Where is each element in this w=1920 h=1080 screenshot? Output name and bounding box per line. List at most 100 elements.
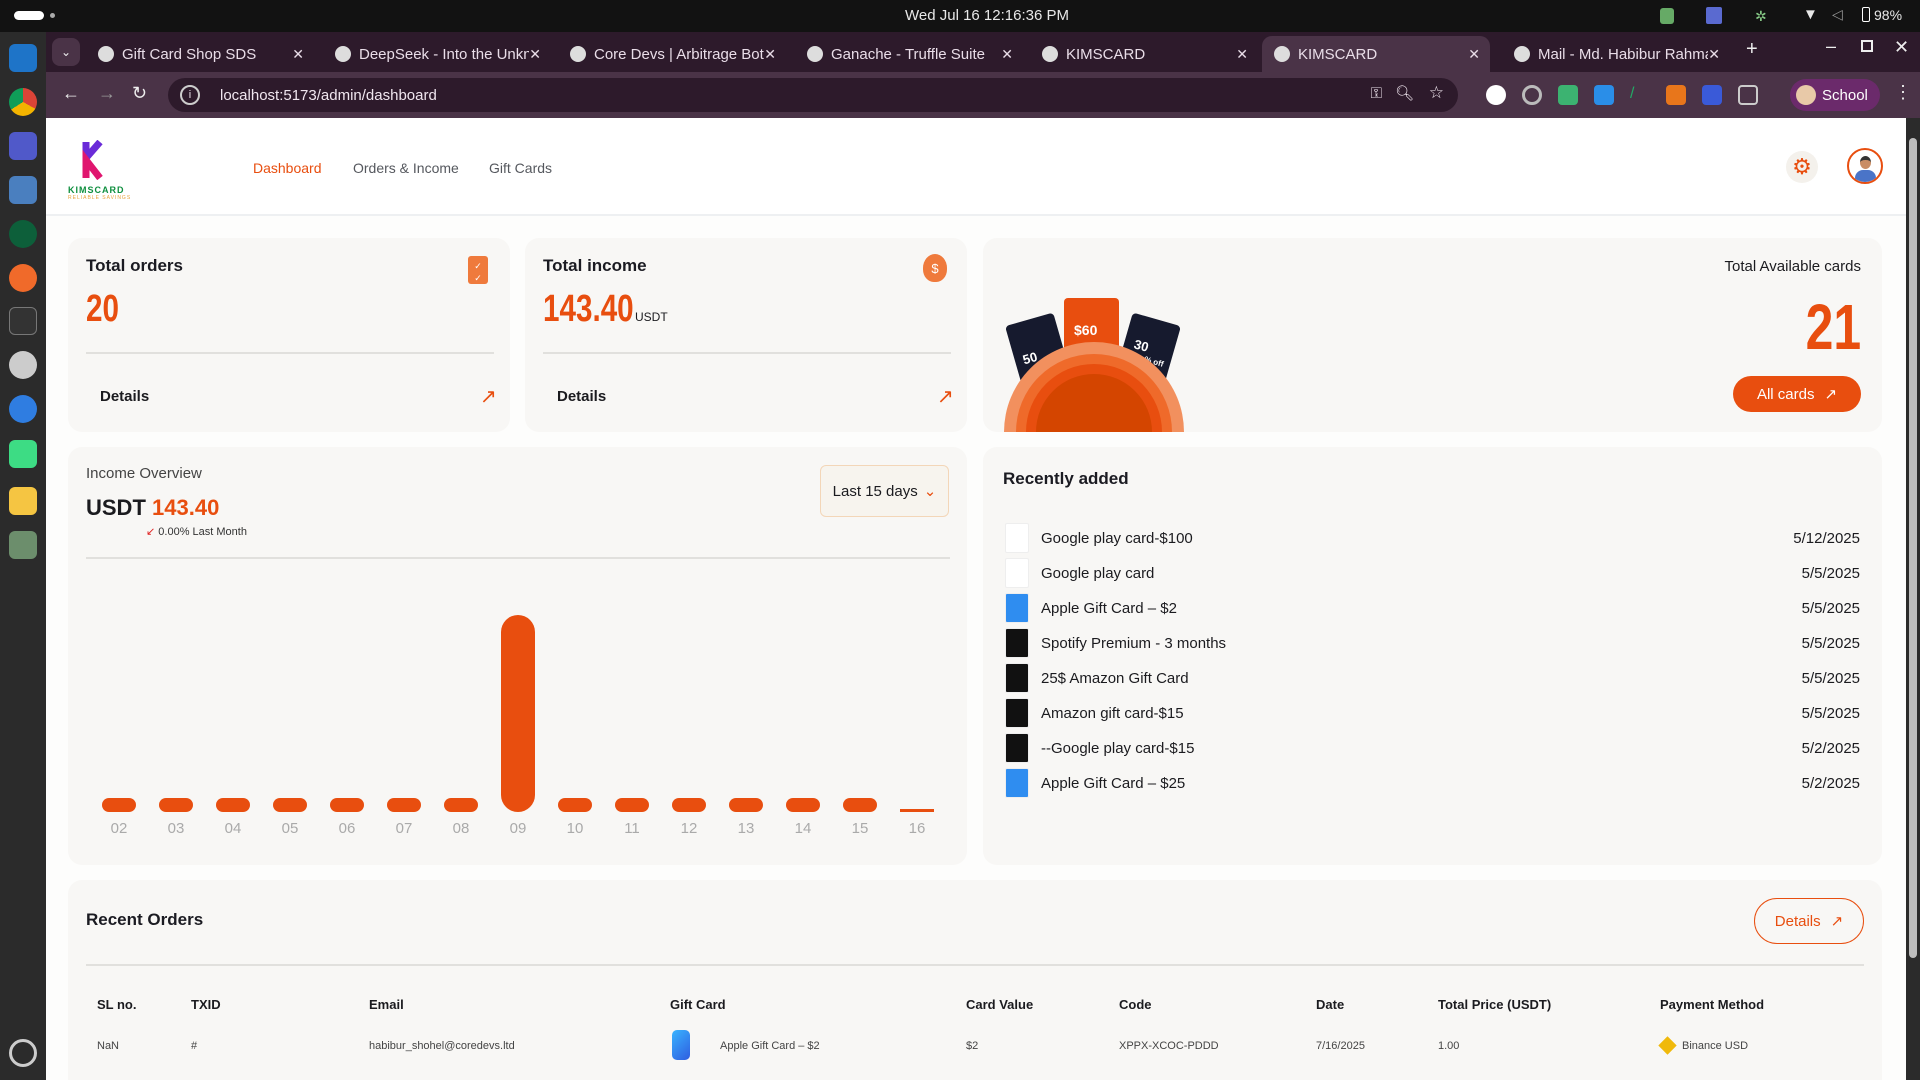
postman-icon[interactable] bbox=[9, 264, 37, 292]
bar-03[interactable] bbox=[159, 798, 193, 812]
forward-button[interactable]: → bbox=[98, 83, 116, 103]
bar-04[interactable] bbox=[216, 798, 250, 812]
bar-14[interactable] bbox=[786, 798, 820, 812]
settings-gear-icon[interactable]: ⚙ bbox=[1786, 151, 1818, 183]
bar-06[interactable] bbox=[330, 798, 364, 812]
browser-tab[interactable]: Mail - Md. Habibur Rahman ✕ bbox=[1502, 36, 1730, 72]
list-item[interactable]: Google play card 5/5/2025 bbox=[1005, 557, 1860, 589]
site-info-icon[interactable]: i bbox=[180, 85, 200, 105]
browser-tab[interactable]: DeepSeek - Into the Unknown✕ bbox=[323, 36, 551, 72]
kimscard-logo[interactable]: KIMSCARD RELIABLE SAVINGS bbox=[68, 139, 132, 201]
restore-button[interactable] bbox=[1861, 40, 1873, 52]
terminal-icon[interactable] bbox=[9, 307, 37, 335]
bar-12[interactable] bbox=[672, 798, 706, 812]
arrow-up-right-icon[interactable]: ↗ bbox=[937, 386, 954, 408]
close-tab-icon[interactable]: ✕ bbox=[1708, 45, 1720, 62]
text-editor-icon[interactable] bbox=[9, 487, 37, 515]
wifi-icon[interactable]: ▼ bbox=[1803, 6, 1818, 23]
tab-search-button[interactable]: ⌄ bbox=[52, 38, 80, 66]
files-icon[interactable] bbox=[9, 176, 37, 204]
orders-details-link[interactable]: Details bbox=[100, 388, 150, 405]
bar-09[interactable] bbox=[501, 615, 535, 812]
app-center-icon[interactable] bbox=[9, 395, 37, 423]
activities-indicator[interactable] bbox=[14, 11, 44, 20]
address-bar[interactable]: i localhost:5173/admin/dashboard ⚿ 🔍︎ ☆ bbox=[168, 78, 1458, 112]
extension-skype-icon[interactable] bbox=[1486, 85, 1506, 105]
list-item[interactable]: Apple Gift Card – $2 5/5/2025 bbox=[1005, 592, 1860, 624]
favicon-icon bbox=[98, 46, 114, 62]
all-cards-button[interactable]: All cards ↗ bbox=[1733, 376, 1861, 412]
orders-details-button[interactable]: Details ↗ bbox=[1754, 898, 1864, 944]
bar-15[interactable] bbox=[843, 798, 877, 812]
vscode-icon[interactable] bbox=[9, 44, 37, 72]
bar-10[interactable] bbox=[558, 798, 592, 812]
extensions-puzzle-icon[interactable] bbox=[1738, 85, 1758, 105]
clock[interactable]: Wed Jul 16 12:16:36 PM bbox=[905, 7, 1069, 24]
bookmark-star-icon[interactable]: ☆ bbox=[1428, 83, 1444, 102]
reload-button[interactable]: ↻ bbox=[132, 83, 148, 103]
chrome-icon[interactable] bbox=[9, 88, 37, 116]
extension-pen-icon[interactable]: / bbox=[1630, 85, 1635, 102]
extension-blue-icon[interactable] bbox=[1702, 85, 1722, 105]
range-dropdown[interactable]: Last 15 days ⌄ bbox=[820, 465, 949, 517]
page-scrollbar[interactable] bbox=[1906, 118, 1920, 1080]
close-window-button[interactable]: ✕ bbox=[1894, 37, 1910, 57]
volume-muted-icon[interactable]: ◁ bbox=[1832, 6, 1843, 22]
nav-dashboard[interactable]: Dashboard bbox=[253, 160, 322, 176]
network-icon[interactable]: ✲ bbox=[1755, 8, 1767, 24]
profile-button[interactable]: School bbox=[1790, 79, 1880, 111]
browser-menu-icon[interactable]: ⋮ bbox=[1894, 82, 1912, 102]
browser-tab[interactable]: KIMSCARD ✕ bbox=[1030, 36, 1258, 72]
show-apps-icon[interactable] bbox=[9, 1039, 37, 1067]
minimize-button[interactable]: – bbox=[1826, 36, 1837, 56]
bar-08[interactable] bbox=[444, 798, 478, 812]
close-tab-icon[interactable]: ✕ bbox=[1001, 45, 1013, 62]
zoom-icon[interactable]: 🔍︎ bbox=[1394, 85, 1414, 102]
list-item[interactable]: --Google play card-$15 5/2/2025 bbox=[1005, 732, 1860, 764]
android-studio-icon[interactable] bbox=[9, 440, 37, 468]
list-item[interactable]: Google play card-$100 5/12/2025 bbox=[1005, 522, 1860, 554]
list-item[interactable]: Apple Gift Card – $25 5/2/2025 bbox=[1005, 767, 1860, 799]
extension-shield-icon[interactable] bbox=[1558, 85, 1578, 105]
list-item[interactable]: 25$ Amazon Gift Card 5/5/2025 bbox=[1005, 662, 1860, 694]
mongodb-compass-icon[interactable] bbox=[9, 220, 37, 248]
scrollbar-thumb[interactable] bbox=[1909, 138, 1917, 958]
shield-icon[interactable] bbox=[1660, 8, 1674, 24]
bar-13[interactable] bbox=[729, 798, 763, 812]
browser-tab[interactable]: Ganache - Truffle Suite ✕ bbox=[795, 36, 1023, 72]
close-tab-icon[interactable]: ✕ bbox=[1236, 45, 1248, 62]
cell-card-value: $2 bbox=[966, 1040, 979, 1052]
trash-icon[interactable] bbox=[9, 531, 37, 559]
teams-icon[interactable] bbox=[1706, 7, 1722, 24]
user-avatar[interactable] bbox=[1847, 148, 1883, 184]
close-tab-icon[interactable]: ✕ bbox=[764, 45, 776, 62]
bar-11[interactable] bbox=[615, 798, 649, 812]
password-key-icon[interactable]: ⚿ bbox=[1370, 85, 1382, 102]
nav-orders-income[interactable]: Orders & Income bbox=[353, 160, 459, 176]
bar-02[interactable] bbox=[102, 798, 136, 812]
back-button[interactable]: ← bbox=[62, 83, 80, 103]
software-updater-icon[interactable] bbox=[9, 351, 37, 379]
browser-tab[interactable]: KIMSCARD ✕ bbox=[1262, 36, 1490, 72]
nav-gift-cards[interactable]: Gift Cards bbox=[489, 160, 553, 176]
close-tab-icon[interactable]: ✕ bbox=[292, 45, 304, 62]
teams-app-icon[interactable] bbox=[9, 132, 37, 160]
close-tab-icon[interactable]: ✕ bbox=[1468, 45, 1480, 62]
browser-tab[interactable]: Core Devs | Arbitrage Bot ✕ bbox=[558, 36, 786, 72]
amazon-card-icon bbox=[1005, 698, 1029, 728]
list-item[interactable]: Spotify Premium - 3 months 5/5/2025 bbox=[1005, 627, 1860, 659]
arrow-up-right-icon[interactable]: ↗ bbox=[480, 386, 497, 408]
browser-tab[interactable]: Gift Card Shop SDS ✕ bbox=[86, 36, 314, 72]
income-details-link[interactable]: Details bbox=[557, 388, 607, 405]
new-tab-button[interactable]: + bbox=[1746, 38, 1758, 60]
extension-target-icon[interactable] bbox=[1522, 85, 1542, 105]
bar-05[interactable] bbox=[273, 798, 307, 812]
metamask-icon[interactable] bbox=[1666, 85, 1686, 105]
battery-icon[interactable] bbox=[1862, 7, 1870, 22]
extension-f-icon[interactable] bbox=[1594, 85, 1614, 105]
url-text[interactable]: localhost:5173/admin/dashboard bbox=[220, 86, 437, 104]
bar-07[interactable] bbox=[387, 798, 421, 812]
list-item[interactable]: Amazon gift card-$15 5/5/2025 bbox=[1005, 697, 1860, 729]
bar-16[interactable] bbox=[900, 809, 934, 812]
close-tab-icon[interactable]: ✕ bbox=[529, 45, 541, 62]
